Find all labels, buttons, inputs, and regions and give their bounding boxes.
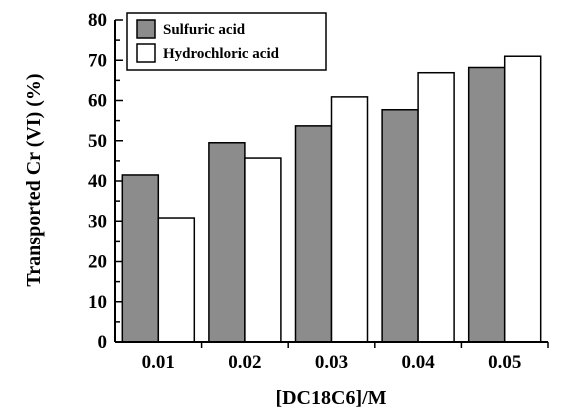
x-axis-label: [DC18C6]/M [275, 387, 386, 409]
ticks-layer: 0 10 20 30 40 50 60 70 80 0.01 0.02 0.03 0.04 0.05 [88, 10, 549, 373]
x-tick-label: 0.02 [228, 352, 261, 373]
bar-hydrochloric-0.03 [330, 96, 369, 343]
bar-hydrochloric-0.05 [503, 55, 542, 343]
bar-hydrochloric-0.01 [157, 217, 196, 343]
legend-swatch-hydrochloric [136, 43, 156, 63]
legend: Sulfuric acid Hydrochloric acid [126, 12, 327, 71]
y-tick-label: 70 [88, 50, 107, 71]
y-tick-label: 40 [88, 171, 107, 192]
y-tick-label: 60 [88, 91, 107, 112]
legend-swatch-sulfuric [136, 19, 156, 39]
bar-sulfuric-0.05 [467, 66, 506, 343]
y-tick-label: 10 [88, 292, 107, 313]
legend-box [126, 12, 327, 71]
bar-sulfuric-0.01 [121, 174, 160, 343]
bar-sulfuric-0.02 [208, 142, 246, 343]
bars-layer [121, 55, 542, 343]
bar-sulfuric-0.03 [294, 125, 333, 343]
bar-sulfuric-0.04 [381, 109, 419, 343]
legend-label-hydrochloric: Hydrochloric acid [163, 46, 280, 62]
bar-hydrochloric-0.04 [417, 71, 455, 343]
y-tick-label: 50 [88, 131, 107, 152]
legend-label-sulfuric: Sulfuric acid [163, 22, 246, 38]
x-tick-label: 0.04 [401, 352, 435, 373]
y-tick-label: 0 [98, 332, 108, 353]
y-tick-label: 20 [88, 252, 107, 273]
y-axis-label: Transported Cr (VI) (%) [23, 73, 45, 286]
y-tick-label: 80 [88, 10, 107, 31]
bar-hydrochloric-0.02 [244, 157, 282, 343]
x-tick-label: 0.03 [315, 352, 348, 373]
y-tick-label: 30 [88, 211, 107, 232]
x-tick-label: 0.01 [142, 352, 175, 373]
x-tick-label: 0.05 [488, 352, 521, 373]
